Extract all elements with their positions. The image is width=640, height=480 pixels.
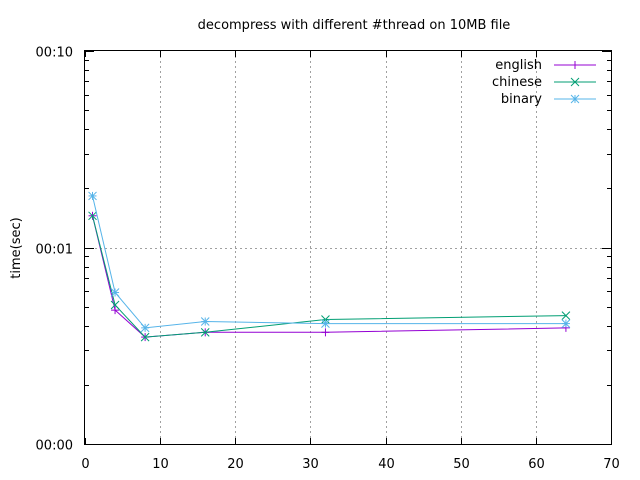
data-point [570,77,580,87]
data-point [321,315,330,324]
x-tick-label: 30 [302,457,319,472]
x-tick-label: 0 [81,457,89,472]
y-tick-label: 00:00 [36,439,73,454]
series-line-english [92,215,566,338]
marker-stroke [570,77,580,87]
x-tick-label: 70 [603,457,620,472]
x-tick-label: 20 [227,457,244,472]
data-point [571,61,579,69]
data-point [321,328,330,337]
data-point [88,211,97,221]
marker-stroke [140,332,150,342]
series-layer [88,191,571,342]
plot-frame [84,50,612,445]
series-line-binary [92,195,566,329]
y-tick-label: 00:01 [36,243,73,258]
axis-ticks: 0 10 20 30 40 50 60 70 00:00 00:01 00:10 [36,46,620,473]
series-chinese [88,211,571,342]
marker-stroke [570,94,580,104]
data-point [561,319,571,328]
data-point [110,288,120,297]
legend-label-binary: binary [501,92,542,107]
series-binary [88,191,571,333]
data-point [200,317,210,326]
data-point [321,319,330,328]
marker-stroke [140,323,150,333]
marker-stroke [200,317,210,326]
marker-stroke [110,300,120,310]
marker-stroke [561,311,571,320]
legend-label-chinese: chinese [492,75,542,90]
series-line-chinese [92,215,566,338]
data-point [111,306,120,315]
data-point [140,323,150,333]
x-tick-label: 40 [378,457,395,472]
x-tick-label: 10 [152,457,169,472]
data-point [561,311,571,320]
data-point [570,94,580,104]
legend-label-english: english [495,58,542,73]
marker-stroke [561,319,571,328]
marker-stroke [88,191,97,201]
legend: english chinese binary [492,58,596,107]
marker-stroke [321,315,330,324]
data-point [88,191,97,201]
marker-stroke [110,288,120,297]
x-tick-label: 50 [453,457,470,472]
marker-stroke [200,327,210,337]
y-tick-label: 00:10 [36,46,73,61]
marker-stroke [321,319,330,328]
data-point [140,332,150,342]
chart-title: decompress with different #thread on 10M… [198,18,511,33]
x-tick-label: 60 [528,457,545,472]
grid-lines [85,51,611,444]
data-point [200,327,210,337]
marker-stroke [88,211,97,221]
y-axis-label: time(sec) [9,217,24,278]
data-point [110,300,120,310]
